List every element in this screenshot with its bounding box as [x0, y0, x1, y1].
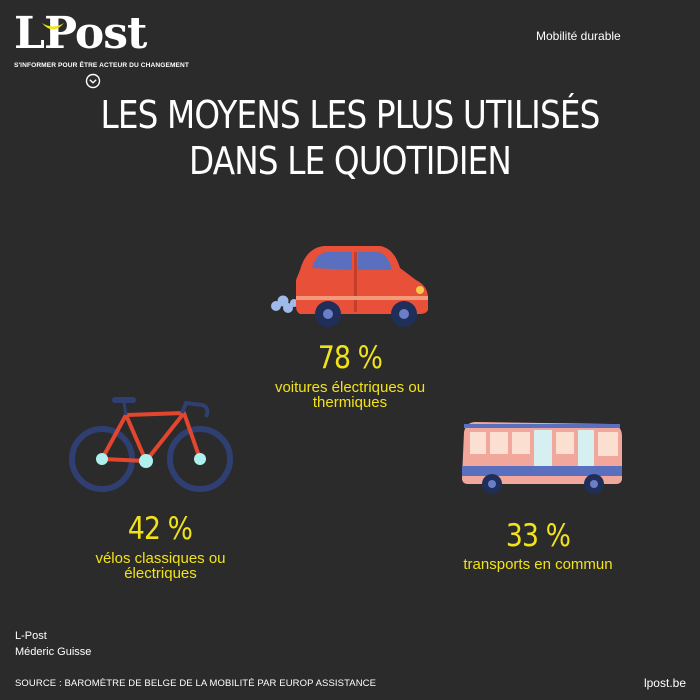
- stat-bus-label: transports en commun: [463, 556, 613, 573]
- stat-bike-label-line-1: vélos classiques ou: [95, 550, 226, 567]
- credit-author: Méderic Guisse: [15, 646, 92, 658]
- title-line-1: LES MOYENS LES PLUS UTILISÉS: [100, 93, 600, 137]
- stat-car-label-line-1: voitures électriques ou: [274, 379, 426, 396]
- source-note: SOURCE : BAROMÈTRE DE BELGE DE LA MOBILI…: [15, 678, 377, 689]
- car-icon: [271, 246, 428, 327]
- stat-car-percent: 78 %: [317, 340, 383, 376]
- stat-bike-percent: 42 %: [127, 511, 193, 547]
- website-link[interactable]: lpost.be: [643, 676, 686, 690]
- stat-car-label: voitures électriques ou thermiques: [255, 380, 445, 410]
- bicycle-icon: [69, 397, 233, 492]
- credit-publisher: L-Post: [15, 630, 47, 642]
- chevron-down-icon: [85, 73, 101, 89]
- stat-car-label-line-2: thermiques: [312, 394, 388, 411]
- title-line-2: DANS LE QUOTIDIEN: [188, 139, 512, 183]
- lpost-logo[interactable]: LPost S'INFORMER POUR ÊTRE ACTEUR DU CHA…: [14, 8, 189, 92]
- logo-banana-icon: [42, 23, 64, 30]
- stat-bus-percent: 33 %: [505, 518, 571, 554]
- logo-tagline: S'INFORMER POUR ÊTRE ACTEUR DU CHANGEMEN…: [14, 62, 190, 69]
- bus-icon: [462, 422, 622, 494]
- stat-bike-label: vélos classiques ou électriques: [68, 551, 253, 581]
- stat-bike-label-line-2: électriques: [124, 565, 197, 582]
- logo-wordmark: LPost: [14, 8, 147, 59]
- page-title: LES MOYENS LES PLUS UTILISÉS DANS LE QUO…: [49, 92, 651, 184]
- section-label: Mobilité durable: [536, 29, 621, 43]
